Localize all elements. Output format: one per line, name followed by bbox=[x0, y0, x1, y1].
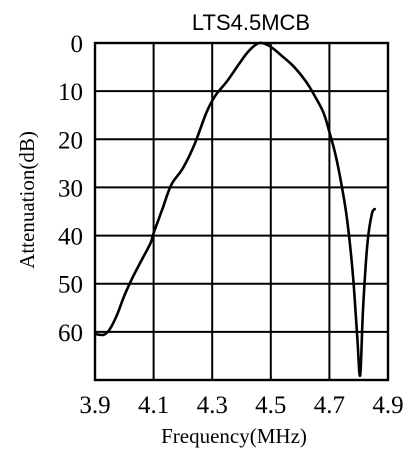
x-tick-label: 4.9 bbox=[372, 392, 403, 419]
plot-frame bbox=[93, 41, 390, 382]
y-tick-label: 50 bbox=[58, 272, 83, 299]
x-tick-label: 3.9 bbox=[79, 392, 110, 419]
chart-title: LTS4.5MCB bbox=[192, 10, 310, 35]
x-tick-label: 4.1 bbox=[138, 392, 169, 419]
y-tick-label: 30 bbox=[58, 175, 83, 202]
y-axis-label: Attenuation(dB) bbox=[15, 131, 39, 269]
x-axis-label: Frequency(MHz) bbox=[161, 424, 307, 448]
y-tick-label: 40 bbox=[58, 224, 83, 251]
plot-grid bbox=[93, 41, 390, 382]
attenuation-curve bbox=[95, 41, 377, 377]
y-tick-label: 20 bbox=[58, 127, 83, 154]
y-tick-label: 0 bbox=[71, 31, 84, 58]
y-tick-label: 10 bbox=[58, 79, 83, 106]
x-tick-label: 4.3 bbox=[197, 392, 228, 419]
x-tick-label: 4.5 bbox=[255, 392, 286, 419]
y-tick-label: 60 bbox=[58, 320, 83, 347]
x-tick-label: 4.7 bbox=[314, 392, 345, 419]
tick-labels: 3.9 4.1 4.3 4.5 4.7 4.9 0 10 20 30 40 50 60 bbox=[58, 31, 404, 419]
